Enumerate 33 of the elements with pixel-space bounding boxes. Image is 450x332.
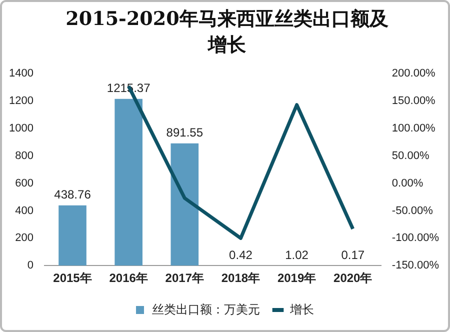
data-label: 891.55 [166, 126, 204, 140]
y2-tick-label: -50.00% [392, 204, 434, 217]
y-tick-label: 0 [27, 260, 34, 272]
y-tick-label: 1400 [8, 68, 34, 80]
y2-tick-label: 200.00% [392, 68, 436, 80]
chart-title: 2015-2020年马来西亚丝类出口额及增长 [64, 7, 390, 58]
x-tick-label: 2020年 [334, 271, 372, 286]
data-label: 438.76 [54, 188, 92, 202]
y-tick-label: 600 [15, 177, 34, 190]
x-tick-label: 2017年 [165, 271, 204, 286]
data-label: 0.17 [341, 248, 365, 262]
x-tick-label: 2015年 [53, 271, 92, 286]
x-tick-label: 2019年 [277, 271, 316, 286]
y2-tick-label: 100.00% [392, 122, 436, 134]
x-tick-label: 2016年 [109, 271, 148, 286]
y2-tick-label: -100.00% [392, 232, 440, 244]
y2-tick-label: 50.00% [392, 150, 430, 162]
x-tick-label: 2018年 [221, 271, 260, 286]
legend-label: 增长 [289, 302, 314, 316]
bar [170, 143, 199, 266]
y-tick-label: 800 [15, 150, 34, 162]
y-tick-label: 1000 [8, 122, 34, 134]
data-label: 1.02 [285, 248, 309, 262]
y2-tick-label: 0.00% [392, 177, 424, 190]
y-tick-label: 400 [15, 204, 34, 217]
data-label: 0.42 [229, 248, 253, 262]
y2-tick-label: 150.00% [392, 95, 436, 108]
y2-tick-label: -150.00% [392, 260, 440, 272]
y-tick-label: 200 [15, 232, 34, 244]
legend-label: 丝类出口额：万美元 [152, 302, 260, 316]
bar [58, 205, 86, 266]
bar [114, 98, 142, 266]
y-tick-label: 1200 [8, 95, 34, 108]
